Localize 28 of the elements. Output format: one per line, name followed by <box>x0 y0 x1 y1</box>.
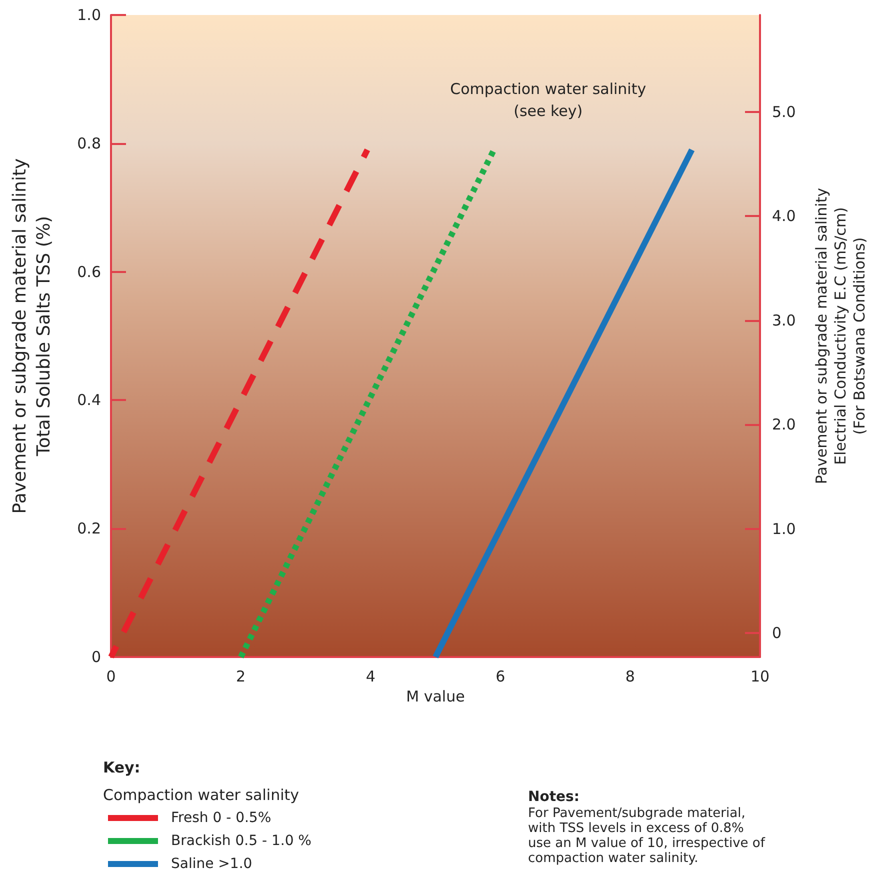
x-tick-label: 10 <box>750 668 770 686</box>
legend-label: Fresh 0 - 0.5% <box>171 810 272 826</box>
y-tick-label: 0 <box>91 648 101 666</box>
y2-tick-label: 3.0 <box>772 311 796 330</box>
annotation: Compaction water salinity (see key) <box>450 80 646 120</box>
x-tick-label: 8 <box>625 668 635 686</box>
text: Compaction water salinity <box>103 786 300 804</box>
y2-tick-label: 1.0 <box>772 520 796 538</box>
y-tick-label: 0.4 <box>77 391 101 410</box>
y2-tick-label: 2.0 <box>772 416 796 434</box>
legend-label: Saline >1.0 <box>171 856 252 872</box>
x-tick-label: 6 <box>496 668 506 686</box>
x-tick-label: 4 <box>366 668 376 686</box>
x-axis-title: M value <box>406 687 465 706</box>
legend-title: Key: <box>103 758 140 776</box>
text: Notes: For Pavement/subgrade material, with TSS levels in excess of 0.8% use an M value of 10, irrespective of compaction water salinity. <box>528 789 766 866</box>
x-tick-label: 0 <box>106 668 116 686</box>
y-tick-label: 0.2 <box>77 520 101 538</box>
y2-tick-label: 0 <box>772 624 782 642</box>
y-tick-label: 0.8 <box>77 134 101 152</box>
y-tick-label: 1.0 <box>77 6 101 24</box>
x-tick-label: 2 <box>236 668 246 686</box>
y2-tick-label: 4.0 <box>772 207 796 226</box>
y-tick-label: 0.6 <box>77 262 101 281</box>
y2-axis-title: Pavement or subgrade material salinity Electrial Conductivity E.C (mS/cm) (For Botswana Conditions) <box>812 188 868 484</box>
legend-label: Brackish 0.5 - 1.0 % <box>171 833 312 849</box>
y-axis-title: Pavement or subgrade material salinity Total Soluble Salts TSS (%) <box>10 158 54 514</box>
y2-tick-label: 5.0 <box>772 102 796 121</box>
